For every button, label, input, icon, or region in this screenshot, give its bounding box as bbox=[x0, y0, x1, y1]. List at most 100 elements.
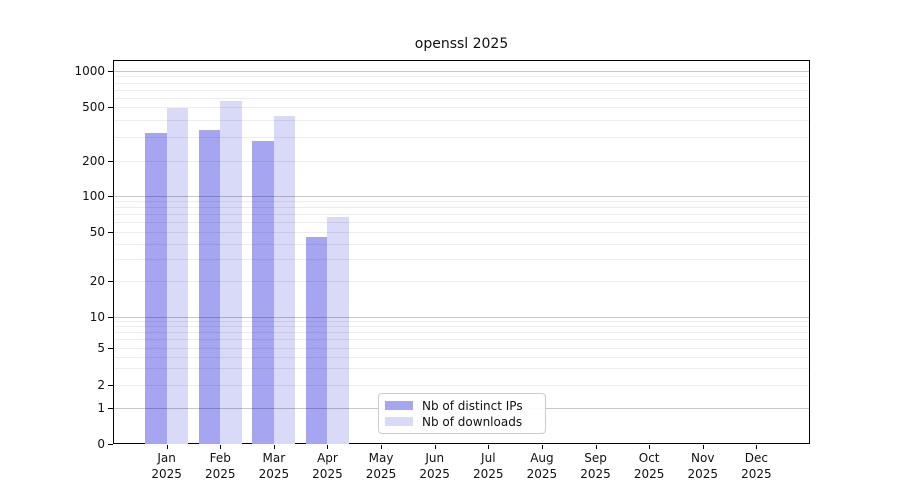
bar-downloads-apr bbox=[327, 217, 349, 444]
plot-area bbox=[113, 60, 810, 444]
x-tick-year: 2025 bbox=[204, 467, 236, 481]
y-tick bbox=[108, 408, 113, 409]
legend-swatch-distinct-ips-icon bbox=[385, 401, 413, 410]
gridline-minor bbox=[114, 214, 809, 216]
gridline-minor bbox=[114, 243, 809, 245]
x-tick-label: Aug 2025 bbox=[512, 450, 572, 482]
x-tick bbox=[220, 445, 222, 449]
y-tick-label: 5 bbox=[97, 340, 105, 355]
y-tick-label: 200 bbox=[82, 154, 105, 168]
gridline-minor bbox=[114, 368, 809, 370]
x-tick bbox=[756, 445, 758, 449]
x-tick-year: 2025 bbox=[687, 467, 719, 481]
y-tick bbox=[108, 443, 113, 445]
gridline-minor bbox=[114, 137, 809, 139]
y-tick bbox=[108, 71, 113, 72]
legend-label-downloads: Nb of downloads bbox=[422, 414, 523, 429]
y-tick bbox=[108, 161, 113, 162]
gridline-minor bbox=[114, 76, 809, 78]
x-tick-label: Feb 2025 bbox=[190, 450, 250, 482]
y-tick-label: 0 bbox=[97, 436, 105, 451]
gridline-minor bbox=[114, 281, 809, 282]
gridline-major bbox=[114, 71, 809, 72]
bar-distinct-ips-apr bbox=[305, 237, 328, 444]
gridline-minor bbox=[114, 339, 809, 341]
bar-distinct-ips-feb bbox=[198, 129, 221, 444]
x-tick bbox=[541, 445, 543, 449]
x-tick bbox=[595, 445, 597, 449]
x-tick-label: Apr 2025 bbox=[297, 450, 357, 482]
legend-item-downloads: Nb of downloads bbox=[385, 414, 537, 429]
y-tick-label: 1 bbox=[97, 401, 105, 415]
y-tick-label: 50 bbox=[89, 224, 105, 239]
x-tick-label: Oct 2025 bbox=[619, 450, 679, 482]
y-tick bbox=[108, 107, 113, 108]
gridline-minor bbox=[114, 326, 809, 328]
x-tick bbox=[327, 445, 329, 449]
x-tick bbox=[702, 445, 704, 449]
x-tick-year: 2025 bbox=[151, 467, 182, 481]
x-tick bbox=[649, 445, 651, 449]
y-tick bbox=[108, 231, 113, 233]
gridline-minor bbox=[114, 222, 809, 224]
gridline-minor bbox=[114, 200, 809, 202]
x-tick-label: Mar 2025 bbox=[244, 450, 304, 482]
x-tick-year: 2025 bbox=[312, 467, 343, 481]
bar-downloads-mar bbox=[273, 115, 296, 444]
gridline-minor bbox=[114, 97, 809, 99]
gridline-major bbox=[114, 195, 809, 197]
y-tick bbox=[108, 316, 113, 318]
gridline-minor bbox=[114, 356, 809, 358]
y-tick-label: 10 bbox=[89, 309, 105, 324]
bar-distinct-ips-jan bbox=[145, 133, 167, 444]
x-tick-label: Dec 2025 bbox=[726, 450, 786, 482]
gridline-minor bbox=[114, 161, 809, 162]
x-tick-label: Sep 2025 bbox=[566, 450, 626, 482]
gridline-minor bbox=[114, 120, 809, 122]
gridline-minor bbox=[114, 321, 809, 323]
y-tick-label: 100 bbox=[82, 188, 105, 203]
x-tick bbox=[166, 445, 168, 449]
x-tick-label: Jun 2025 bbox=[405, 450, 465, 482]
gridline-minor bbox=[114, 385, 809, 386]
y-tick-label: 1000 bbox=[74, 64, 105, 78]
bar-downloads-jan bbox=[166, 108, 189, 444]
chart-title: openssl 2025 bbox=[414, 36, 509, 52]
x-tick-year: 2025 bbox=[365, 467, 397, 481]
legend-swatch-downloads-icon bbox=[385, 417, 413, 426]
x-tick-label: May 2025 bbox=[351, 450, 411, 482]
gridline-minor bbox=[114, 82, 809, 84]
x-tick-label: Nov 2025 bbox=[673, 450, 733, 482]
gridline-minor bbox=[114, 231, 809, 233]
legend: Nb of distinct IPs Nb of downloads bbox=[378, 393, 546, 434]
x-tick-year: 2025 bbox=[633, 467, 665, 481]
gridline-minor bbox=[114, 207, 809, 209]
x-tick-year: 2025 bbox=[741, 467, 772, 481]
gridline-minor bbox=[114, 89, 809, 91]
y-tick bbox=[108, 347, 113, 349]
x-tick bbox=[488, 445, 490, 449]
x-tick-label: Jan 2025 bbox=[137, 450, 197, 482]
y-tick bbox=[108, 385, 113, 386]
y-tick-label: 2 bbox=[97, 378, 105, 392]
y-tick bbox=[108, 281, 113, 282]
bar-distinct-ips-mar bbox=[252, 141, 274, 444]
y-tick bbox=[108, 195, 113, 197]
gridline-minor bbox=[114, 107, 809, 108]
x-tick-year: 2025 bbox=[258, 467, 290, 481]
x-tick bbox=[434, 445, 436, 449]
bar-downloads-feb bbox=[220, 101, 242, 444]
x-tick-year: 2025 bbox=[419, 467, 450, 481]
gridline-minor bbox=[114, 347, 809, 349]
gridline-minor bbox=[114, 259, 809, 261]
x-tick-year: 2025 bbox=[526, 467, 558, 481]
x-tick-year: 2025 bbox=[580, 467, 611, 481]
x-tick-year: 2025 bbox=[473, 467, 504, 481]
x-tick bbox=[273, 445, 275, 449]
legend-label-distinct-ips: Nb of distinct IPs bbox=[422, 398, 523, 413]
gridline-minor bbox=[114, 332, 809, 334]
gridline-major bbox=[114, 316, 809, 318]
x-tick bbox=[381, 445, 383, 449]
y-tick-label: 20 bbox=[89, 274, 105, 288]
